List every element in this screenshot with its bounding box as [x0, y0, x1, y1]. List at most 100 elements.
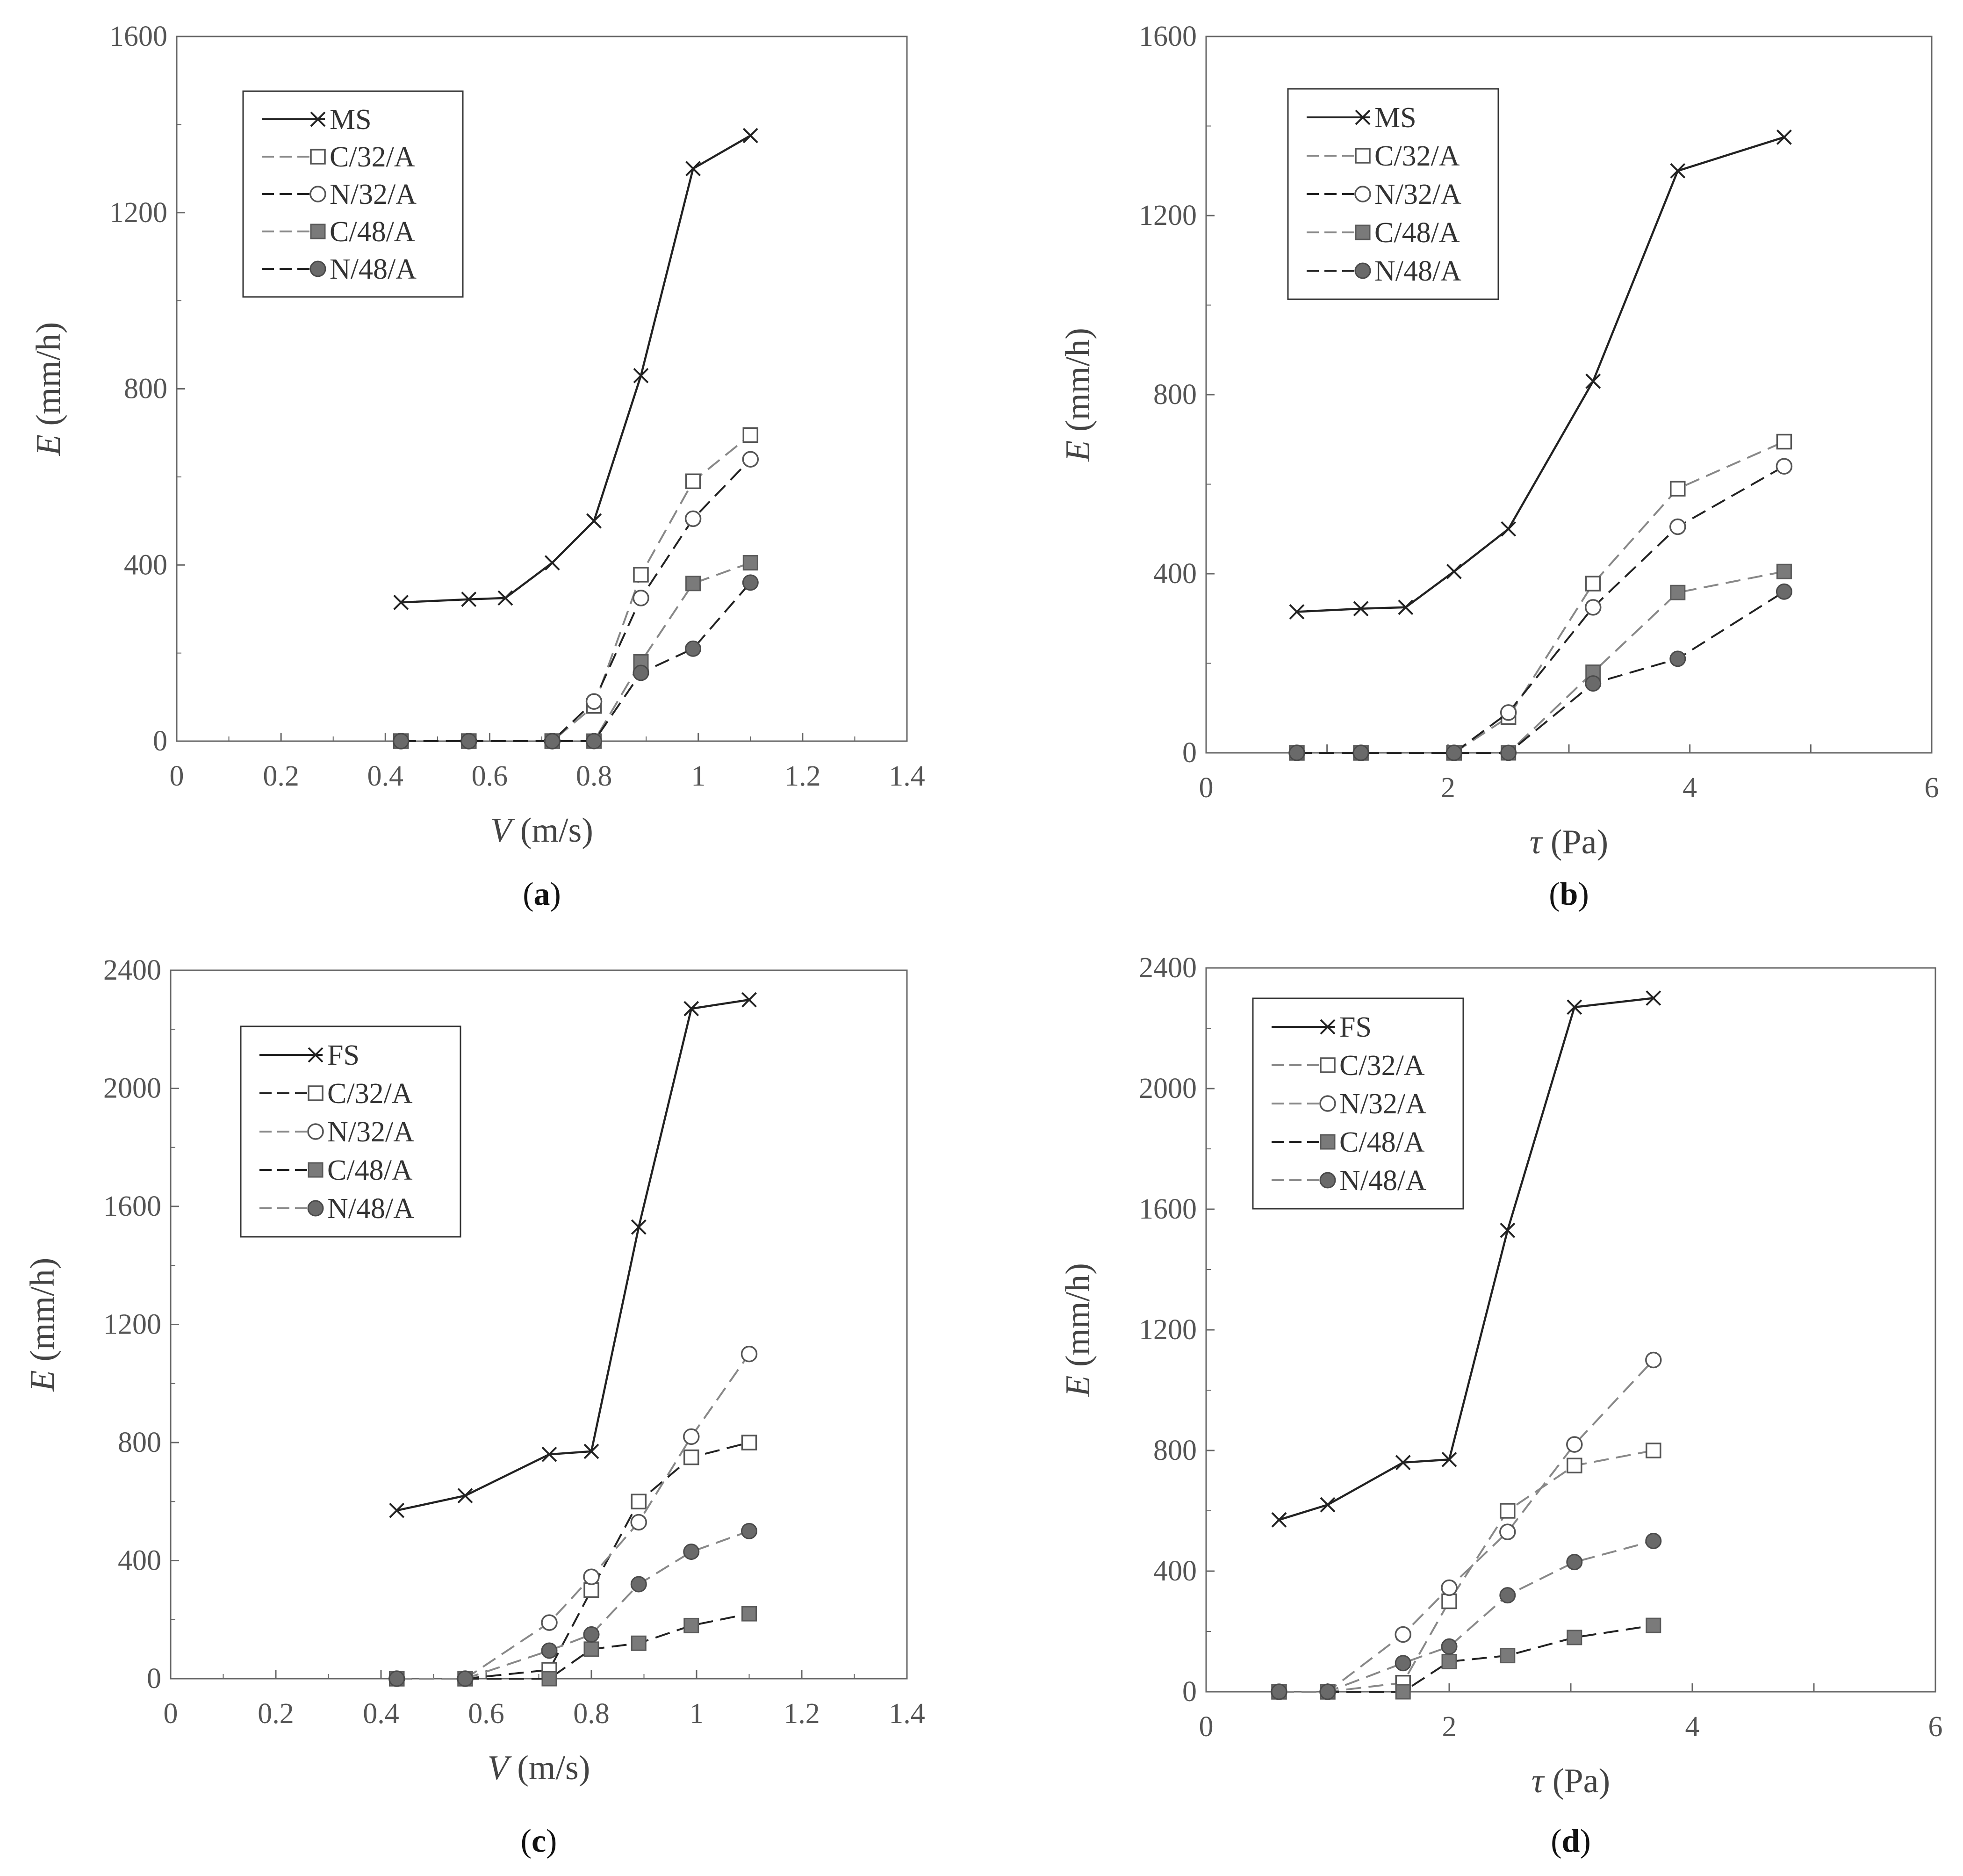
data-point: [1776, 563, 1792, 579]
legend-label: C/32/A: [1339, 1050, 1425, 1082]
series-c-32-a: [1289, 433, 1792, 761]
data-point: [685, 640, 702, 657]
legend-entry: C/48/A: [259, 1154, 413, 1186]
legend-label: FS: [1339, 1011, 1372, 1043]
x-tick-label: 0.4: [367, 760, 404, 792]
legend-box: [1252, 997, 1464, 1210]
x-tick-label: 1.4: [889, 1698, 925, 1730]
legend-marker: [307, 1123, 324, 1140]
y-tick-label: 400: [124, 549, 167, 581]
legend-marker: [1354, 186, 1371, 202]
data-point: [497, 590, 513, 606]
data-point: [633, 664, 649, 681]
data-point: [1585, 373, 1601, 389]
legend-label: N/32/A: [1374, 179, 1461, 210]
legend-entry: N/48/A: [1307, 255, 1461, 287]
series-c-32-a: [389, 1435, 757, 1687]
data-point: [633, 590, 649, 606]
x-tick-label: 0: [1199, 772, 1214, 804]
data-point: [683, 1001, 699, 1017]
legend-entry: N/48/A: [1272, 1165, 1426, 1197]
legend-label: FS: [327, 1039, 360, 1071]
y-axis-unit: (mm/h): [1059, 1263, 1097, 1375]
series-c-32-a: [393, 427, 759, 749]
data-point: [1500, 704, 1517, 721]
y-tick-label: 400: [1153, 558, 1197, 590]
series-n-32-a: [1271, 1351, 1662, 1700]
data-point: [633, 368, 649, 383]
x-tick-label: 6: [1928, 1711, 1943, 1743]
data-point: [389, 1502, 405, 1518]
x-tick-label: 0.6: [472, 760, 508, 792]
data-point: [544, 555, 560, 570]
data-point: [1566, 1554, 1583, 1571]
y-tick-label: 2000: [103, 1073, 161, 1104]
data-point: [1670, 584, 1686, 600]
data-point: [1585, 576, 1601, 592]
y-axis-title: E (mm/h): [29, 322, 68, 456]
data-point: [741, 1522, 757, 1539]
x-tick-label: 1: [691, 760, 705, 792]
x-tick-label: 4: [1685, 1711, 1700, 1743]
legend-marker: [1354, 262, 1371, 279]
data-point: [742, 427, 759, 443]
data-point: [388, 1670, 405, 1687]
legend-marker: [310, 149, 326, 165]
x-tick-label: 0: [170, 760, 184, 792]
y-tick-label: 0: [153, 725, 167, 757]
x-axis-unit: (m/s): [509, 1749, 590, 1787]
series-n-32-a: [388, 1345, 758, 1687]
panel-letter: c: [532, 1823, 546, 1859]
series-ms: [1289, 130, 1792, 620]
series-n-32-a-line: [1279, 1359, 1654, 1693]
data-point: [1500, 1503, 1516, 1519]
data-point: [1776, 583, 1792, 600]
data-point: [1395, 1684, 1411, 1700]
legend-entry: C/48/A: [262, 216, 415, 248]
data-point: [1271, 1512, 1287, 1528]
legend-entry: MS: [1307, 102, 1417, 134]
y-tick-label: 0: [1182, 1676, 1197, 1708]
y-tick-label: 1600: [1139, 1193, 1197, 1225]
legend-marker: [1355, 109, 1371, 125]
data-point: [1441, 1654, 1457, 1669]
series-ms-line: [401, 134, 751, 604]
y-tick-label: 800: [1153, 1435, 1197, 1466]
series-c-48-a: [1289, 563, 1792, 761]
data-point: [1567, 1630, 1582, 1645]
x-tick-label: 4: [1683, 772, 1697, 804]
data-point: [541, 1671, 557, 1687]
data-point: [1776, 458, 1793, 475]
data-point: [541, 1446, 557, 1462]
y-tick-label: 1600: [103, 1191, 161, 1222]
legend-marker: [1319, 1095, 1336, 1112]
data-point: [1445, 744, 1462, 761]
y-tick-label: 1200: [103, 1309, 161, 1341]
data-point: [683, 1544, 700, 1560]
legend-marker: [309, 186, 326, 202]
legend-label: MS: [330, 104, 372, 136]
data-point: [1670, 163, 1686, 179]
series-n-48-a: [1271, 1533, 1662, 1700]
legend-entry: N/32/A: [1272, 1088, 1426, 1120]
data-point: [742, 451, 759, 468]
y-axis-unit: (mm/h): [23, 1258, 62, 1370]
data-point: [683, 1428, 700, 1445]
y-axis-title: E (mm/h): [23, 1258, 62, 1392]
y-tick-label: 2000: [1139, 1073, 1197, 1104]
data-point: [1567, 999, 1582, 1015]
y-tick-label: 2400: [1139, 952, 1197, 984]
x-tick-label: 6: [1925, 772, 1939, 804]
legend-marker: [309, 260, 326, 277]
data-point: [1646, 1617, 1661, 1633]
panel-letter: a: [534, 876, 550, 912]
legend-label: N/32/A: [1339, 1088, 1426, 1120]
legend-label: C/48/A: [327, 1154, 413, 1186]
x-tick-label: 0: [164, 1698, 178, 1730]
series-n-48-a-line: [1279, 1540, 1654, 1693]
legend-marker: [1355, 148, 1371, 164]
data-point: [1395, 1455, 1411, 1471]
series-n-48-a: [388, 1522, 757, 1687]
data-point: [741, 1345, 758, 1363]
data-point: [1441, 1638, 1458, 1655]
